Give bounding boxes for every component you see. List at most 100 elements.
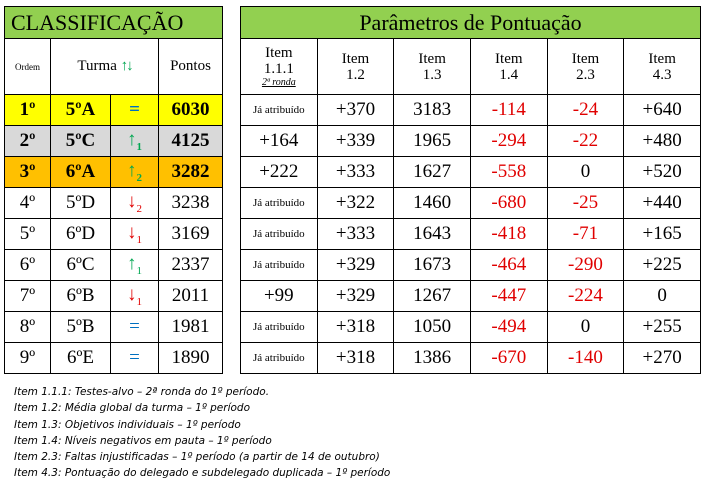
parameter-value: Já atribuído — [240, 187, 318, 219]
trend-arrow: ↑ — [127, 160, 137, 182]
parameter-value: -447 — [469, 280, 548, 312]
item-label: Item 2.3 — [571, 50, 600, 83]
item-header: Item 1.4 — [469, 38, 548, 95]
parameter-value: 1267 — [393, 280, 471, 312]
points: 3238 — [158, 187, 223, 219]
parameter-value: 1460 — [393, 187, 471, 219]
rank: 2º — [4, 125, 51, 157]
parameter-value: 1627 — [393, 156, 471, 188]
item-header: Item 1.3 — [393, 38, 471, 95]
parameter-value: -494 — [469, 311, 548, 343]
classification-row: 7º 6ºB ↓1 2011 — [4, 280, 223, 312]
trend: ↑2 — [110, 156, 159, 188]
parameter-value: 1643 — [393, 218, 471, 250]
trend: = — [110, 311, 159, 343]
parameter-value: 0 — [623, 280, 701, 312]
trend-change: 2 — [136, 202, 143, 215]
footnote: Item 1.2: Média global da turma – 1º per… — [14, 402, 250, 415]
parameters-row: Já atribuído +333 1643 -418 -71 +165 — [240, 218, 701, 250]
trend-change: 1 — [136, 264, 143, 277]
parameter-value: Já atribuído — [240, 342, 318, 374]
parameter-value: -25 — [546, 187, 625, 219]
trend-change: 1 — [136, 140, 143, 153]
parameter-value: +164 — [240, 125, 318, 157]
trend-arrow: ↓ — [127, 222, 137, 244]
points: 3169 — [158, 218, 223, 250]
classification-row: 9º 6ºE = 1890 — [4, 342, 223, 374]
item-header: Item 4.3 — [623, 38, 701, 95]
parameter-value: 1050 — [393, 311, 471, 343]
parameter-value: +318 — [316, 342, 395, 374]
footnote: Item 1.1.1: Testes-alvo – 2ª ronda do 1º… — [14, 386, 270, 398]
item-label: Item 1.2 — [341, 50, 370, 83]
parameter-value: +370 — [316, 94, 395, 126]
item-header: Item 1.2 — [316, 38, 395, 95]
parameter-value: -680 — [469, 187, 548, 219]
trend-header: ↑↓ — [120, 58, 134, 74]
parameter-value: -670 — [469, 342, 548, 374]
trend: ↑1 — [110, 125, 159, 157]
class: 5ºA — [50, 94, 111, 126]
classification-row: 3º 6ºA ↑2 3282 — [4, 156, 223, 188]
points: 1981 — [158, 311, 223, 343]
footnote: Item 4.3: Pontuação do delegado e subdel… — [14, 467, 391, 480]
parameter-value: -290 — [546, 249, 625, 281]
parameter-value: +255 — [623, 311, 701, 343]
rank: 6º — [4, 249, 51, 281]
item-header: Item 2.3 — [546, 38, 625, 95]
parameter-value: +440 — [623, 187, 701, 219]
class: 6ºA — [50, 156, 111, 188]
parameters-table: Parâmetros de Pontuação Item 1.1.1 2ª ron… — [240, 6, 701, 374]
parameter-value: +225 — [623, 249, 701, 281]
class: 6ºB — [50, 280, 111, 312]
parameter-value: -71 — [546, 218, 625, 250]
trend-arrow: = — [129, 347, 140, 368]
parameter-value: -24 — [546, 94, 625, 126]
class: 5ºD — [50, 187, 111, 219]
rank: 8º — [4, 311, 51, 343]
classification-row: 1º 5ºA = 6030 — [4, 94, 223, 126]
classification-title: CLASSIFICAÇÃO — [4, 6, 223, 39]
points: 2337 — [158, 249, 223, 281]
parameter-value: +329 — [316, 280, 395, 312]
parameter-value: 3183 — [393, 94, 471, 126]
trend: = — [110, 342, 159, 374]
parameter-value: 1673 — [393, 249, 471, 281]
item-note: 2ª ronda — [261, 77, 296, 88]
points: 1890 — [158, 342, 223, 374]
rank: 4º — [4, 187, 51, 219]
footnote: Item 1.3: Objetivos individuais – 1º per… — [14, 418, 241, 431]
class: 6ºC — [50, 249, 111, 281]
points: 2011 — [158, 280, 223, 312]
footnote: Item 1.4: Níveis negativos em pauta – 1º… — [14, 434, 272, 447]
trend: ↓1 — [110, 218, 159, 250]
trend: = — [110, 94, 159, 126]
class-header: Turma ↑↓ — [50, 38, 159, 95]
parameter-value: +322 — [316, 187, 395, 219]
classification-table: CLASSIFICAÇÃO Ordem Turma ↑↓ Pontos 1º 5º… — [4, 6, 223, 374]
parameter-value: +165 — [623, 218, 701, 250]
parameter-value: +333 — [316, 218, 395, 250]
trend-arrow: ↑ — [127, 129, 137, 151]
parameter-value: +520 — [623, 156, 701, 188]
trend: ↓1 — [110, 280, 159, 312]
parameter-value: +333 — [316, 156, 395, 188]
parameter-value: -558 — [469, 156, 548, 188]
parameter-value: Já atribuído — [240, 218, 318, 250]
parameter-value: -294 — [469, 125, 548, 157]
item-label: Item 1.4 — [495, 50, 523, 83]
rank: 3º — [4, 156, 51, 188]
parameter-value: 1965 — [393, 125, 471, 157]
parameters-row: Já atribuído +370 3183 -114 -24 +640 — [240, 94, 701, 126]
parameter-value: Já atribuído — [240, 311, 318, 343]
parameter-value: Já atribuído — [240, 249, 318, 281]
points: 3282 — [158, 156, 223, 188]
parameters-row: Já atribuído +322 1460 -680 -25 +440 — [240, 187, 701, 219]
parameter-value: +270 — [623, 342, 701, 374]
class: 5ºB — [50, 311, 111, 343]
parameter-value: -464 — [469, 249, 548, 281]
trend-arrow: ↓ — [127, 191, 137, 213]
parameter-value: -224 — [546, 280, 625, 312]
parameters-row: +99 +329 1267 -447 -224 0 — [240, 280, 701, 312]
